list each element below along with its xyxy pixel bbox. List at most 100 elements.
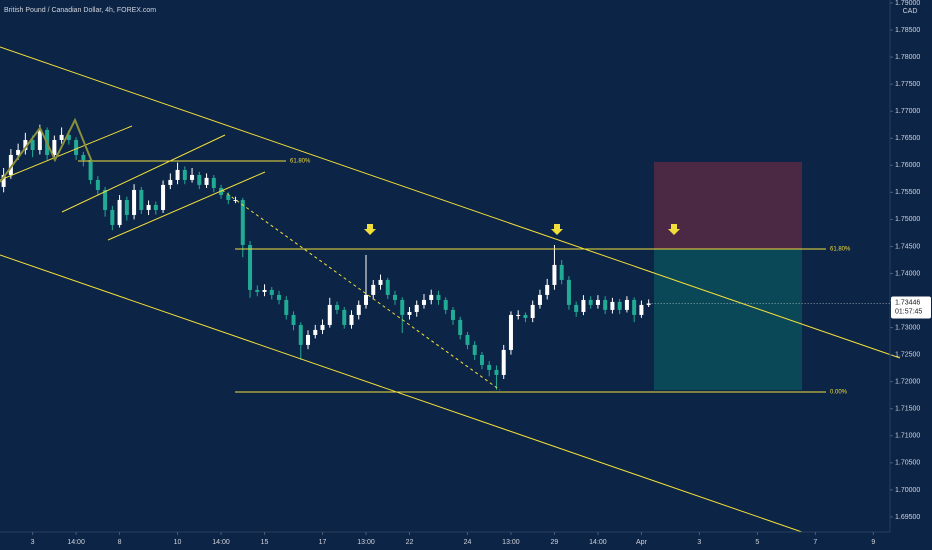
y-tick-label: 1.78500	[895, 27, 920, 34]
candle-body	[291, 314, 296, 325]
candle-body	[414, 304, 419, 312]
x-tick-label: 15	[261, 539, 269, 546]
y-tick-label: 1.72000	[895, 379, 920, 386]
trend-line	[61, 134, 226, 213]
candle-body	[146, 204, 151, 210]
x-tick-label: 5	[755, 539, 759, 546]
y-tick-label: 1.74500	[895, 243, 920, 250]
y-tick-label: 1.70500	[895, 460, 920, 467]
x-tick-label: 3	[31, 539, 35, 546]
candle-body	[472, 344, 477, 355]
candle-body	[465, 334, 470, 345]
candle-body	[30, 139, 35, 150]
candle-body	[342, 309, 347, 325]
axis-unit: CAD	[903, 8, 918, 15]
x-tick-label: 14:00	[67, 539, 85, 546]
axes: 1.69500 1.70000 1.70500 1.71000 1.71500 1.720…	[31, 0, 931, 546]
candle-body	[320, 324, 325, 330]
candle-body	[248, 244, 253, 290]
y-tick-label: 1.69500	[895, 514, 920, 521]
candle-body	[349, 314, 354, 325]
candle-body	[197, 174, 202, 185]
candle-body	[385, 279, 390, 295]
candle-body	[233, 199, 238, 201]
x-tick-label: 29	[551, 539, 559, 546]
candle-body	[617, 301, 622, 310]
x-tick-label: 13:00	[357, 539, 375, 546]
candle-body	[595, 299, 600, 305]
candle-body	[574, 304, 579, 312]
stop-zone	[654, 162, 802, 249]
x-tick-label: 8	[118, 539, 122, 546]
fib-label: 0.00%	[830, 390, 848, 396]
candle-body	[168, 179, 173, 185]
candle-body	[443, 299, 448, 310]
candle-body	[508, 314, 513, 350]
candle-body	[284, 299, 289, 315]
candle-body	[175, 169, 180, 180]
candle-body	[204, 177, 209, 185]
target-zone	[654, 249, 802, 390]
x-tick-label: 13:00	[502, 539, 520, 546]
chart-title: British Pound / Canadian Dollar, 4h, FOR…	[4, 7, 156, 14]
candle-body	[356, 304, 361, 315]
candle-body	[190, 174, 195, 180]
candle-body	[110, 209, 115, 225]
y-tick-label: 1.76500	[895, 135, 920, 142]
candle-body	[392, 294, 397, 300]
candle-body	[182, 169, 187, 180]
trend-line	[107, 171, 266, 241]
candle-body	[487, 364, 492, 370]
y-tick-label: 1.77000	[895, 108, 920, 115]
candle-body	[306, 334, 311, 345]
candle-body	[407, 311, 412, 315]
x-tick-label: Apr	[636, 539, 648, 546]
y-tick-label: 1.71500	[895, 406, 920, 413]
zigzag	[0, 117, 93, 183]
x-tick-label: 14:00	[212, 539, 230, 546]
candle-body	[450, 309, 455, 320]
candle-body	[88, 159, 93, 180]
arrow-down	[364, 224, 376, 235]
x-tick-label: 22	[406, 539, 414, 546]
candles	[1, 124, 651, 390]
y-tick-label: 1.78000	[895, 54, 920, 61]
last-price-label: 1.73446	[895, 299, 920, 306]
candle-body	[240, 199, 245, 245]
candle-body	[632, 299, 637, 315]
candle-body	[545, 284, 550, 295]
candle-body	[429, 294, 434, 300]
y-tick-label: 1.76000	[895, 162, 920, 169]
x-tick-label: 17	[319, 539, 327, 546]
candle-body	[211, 177, 216, 188]
x-tick-label: 24	[464, 539, 472, 546]
candle-body	[537, 294, 542, 305]
candle-body	[566, 279, 571, 305]
candle-body	[117, 199, 122, 225]
candle-body	[74, 139, 79, 155]
candle-body	[277, 294, 282, 300]
candle-body	[327, 304, 332, 325]
candle-body	[95, 179, 100, 190]
candle-body	[458, 319, 463, 335]
y-tick-label: 1.72500	[895, 351, 920, 358]
candle-body	[81, 154, 86, 160]
candle-body	[624, 299, 629, 310]
candle-body	[59, 134, 64, 140]
candle-body	[66, 134, 71, 140]
candle-body	[37, 129, 42, 150]
candle-body	[8, 154, 13, 175]
countdown: 01:57:45	[895, 308, 922, 315]
candle-body	[371, 284, 376, 295]
candle-body	[479, 354, 484, 365]
candle-body	[400, 299, 405, 315]
candle-body	[153, 204, 158, 210]
candle-body	[124, 199, 129, 215]
y-tick-label: 1.79000	[895, 0, 920, 7]
candle-body	[23, 139, 28, 150]
candle-body	[639, 304, 644, 315]
candle-body	[364, 294, 369, 305]
fib-label: 61.80%	[830, 247, 851, 253]
